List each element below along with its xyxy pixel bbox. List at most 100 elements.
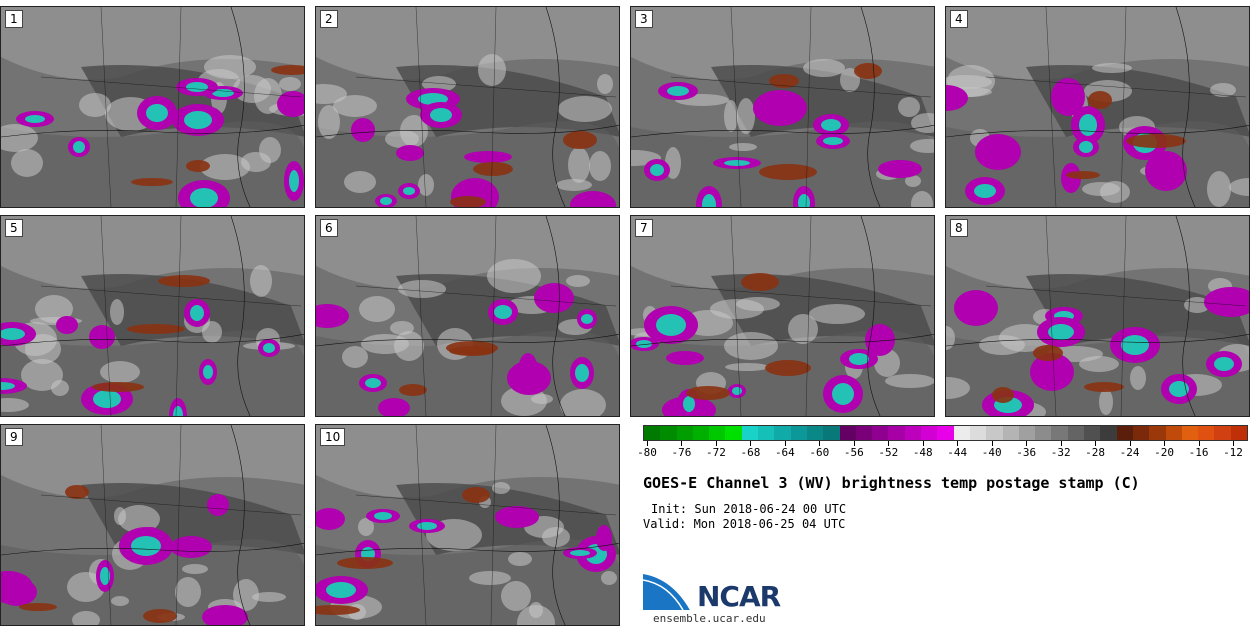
panel-number-label: 7	[635, 219, 653, 237]
colorbar-swatch	[1230, 426, 1247, 440]
colorbar-swatch	[758, 426, 775, 440]
colorbar-tick	[1129, 441, 1131, 446]
colorbar-tick	[819, 441, 821, 446]
colorbar-tick-label: -16	[1188, 446, 1209, 459]
colorbar-tick	[784, 441, 786, 446]
panel-number-label: 2	[320, 10, 338, 28]
colorbar-swatch	[823, 426, 840, 440]
colorbar-swatch	[1051, 426, 1068, 440]
colorbar-tick-label: -12	[1223, 446, 1243, 459]
water-vapor-field	[316, 216, 619, 416]
colorbar-swatch	[692, 426, 710, 440]
colorbar-swatch	[709, 426, 726, 440]
colorbar-tick-label: -52	[878, 446, 899, 459]
map-panel: 3	[630, 6, 935, 208]
colorbar	[643, 425, 1248, 441]
colorbar-tick-label: -80	[637, 446, 657, 459]
colorbar-tick-label: -44	[947, 446, 968, 459]
valid-time: Valid: Mon 2018-06-25 04 UTC	[643, 517, 846, 531]
panel-number-label: 8	[950, 219, 968, 237]
map-panel: 9	[0, 424, 305, 626]
water-vapor-field	[1, 425, 304, 625]
colorbar-swatch	[921, 426, 938, 440]
colorbar-swatch	[1018, 426, 1036, 440]
colorbar-swatch	[660, 426, 677, 440]
source-url: ensemble.ucar.edu	[653, 612, 766, 625]
colorbar-tick	[1026, 441, 1028, 446]
colorbar-swatch	[872, 426, 889, 440]
colorbar-swatch	[644, 426, 661, 440]
colorbar-swatch	[774, 426, 791, 440]
colorbar-swatch	[1165, 426, 1182, 440]
figure-title: GOES-E Channel 3 (WV) brightness temp po…	[643, 474, 1140, 492]
panel-number-label: 1	[5, 10, 23, 28]
colorbar-tick-label: -20	[1154, 446, 1174, 459]
colorbar-tick	[853, 441, 855, 446]
colorbar-swatch	[953, 426, 970, 440]
colorbar-swatch	[725, 426, 742, 440]
colorbar-swatch	[1067, 426, 1085, 440]
colorbar-swatch	[969, 426, 987, 440]
init-time: Init: Sun 2018-06-24 00 UTC	[651, 502, 847, 516]
colorbar-tick	[750, 441, 752, 446]
map-panel: 5	[0, 215, 305, 417]
colorbar-swatch	[937, 426, 954, 440]
colorbar-swatch	[855, 426, 873, 440]
colorbar-tick	[715, 441, 717, 446]
colorbar-tick	[957, 441, 959, 446]
colorbar-swatch	[986, 426, 1003, 440]
colorbar-tick	[922, 441, 924, 446]
colorbar-tick-label: -24	[1119, 446, 1140, 459]
ncar-logo-text: NCAR	[697, 580, 781, 613]
map-panel: 7	[630, 215, 935, 417]
map-panel: 2	[315, 6, 620, 208]
colorbar-swatch	[1002, 426, 1019, 440]
colorbar-tick	[681, 441, 683, 446]
water-vapor-field	[631, 7, 934, 207]
colorbar-tick	[991, 441, 993, 446]
colorbar-swatch	[1181, 426, 1199, 440]
colorbar-tick-label: -64	[774, 446, 795, 459]
map-panel: 10	[315, 424, 620, 626]
panel-number-label: 10	[320, 428, 346, 446]
map-panel: 4	[945, 6, 1250, 208]
panel-number-label: 4	[950, 10, 968, 28]
colorbar-tick-label: -72	[706, 446, 726, 459]
colorbar-tick-label: -56	[843, 446, 864, 459]
colorbar-swatch	[1116, 426, 1133, 440]
colorbar-swatch	[1084, 426, 1101, 440]
water-vapor-field	[316, 7, 619, 207]
water-vapor-field	[1, 216, 304, 416]
colorbar-tick-label: -28	[1085, 446, 1106, 459]
water-vapor-field	[946, 216, 1249, 416]
colorbar-tick	[1233, 441, 1234, 446]
map-panel: 8	[945, 215, 1250, 417]
colorbar-swatch	[676, 426, 693, 440]
colorbar-tick-label: -36	[1016, 446, 1037, 459]
panel-number-label: 5	[5, 219, 23, 237]
colorbar-swatch	[741, 426, 759, 440]
colorbar-tick	[1198, 441, 1200, 446]
colorbar-swatch	[1198, 426, 1215, 440]
colorbar-swatch	[839, 426, 856, 440]
colorbar-tick	[1060, 441, 1062, 446]
colorbar-ticks: -80 -76 -72 -68 -64 -60 -56 -52 -48 -44 -40 -36 -32 -…	[637, 441, 1248, 461]
map-panel: 6	[315, 215, 620, 417]
colorbar-tick	[1164, 441, 1166, 446]
colorbar-tick-label: -60	[809, 446, 830, 459]
colorbar-swatch	[904, 426, 922, 440]
map-panel: 1	[0, 6, 305, 208]
colorbar-tick	[1095, 441, 1097, 446]
water-vapor-field	[1, 7, 304, 207]
water-vapor-field	[316, 425, 619, 625]
water-vapor-field	[631, 216, 934, 416]
colorbar-swatch	[790, 426, 807, 440]
colorbar-tick-label: -32	[1050, 446, 1071, 459]
colorbar-swatch	[806, 426, 824, 440]
colorbar-tick-label: -68	[740, 446, 761, 459]
colorbar-tick	[647, 441, 648, 446]
panel-number-label: 3	[635, 10, 653, 28]
colorbar-tick-label: -40	[981, 446, 1002, 459]
colorbar-tick-label: -48	[912, 446, 933, 459]
panel-number-label: 9	[5, 428, 23, 446]
